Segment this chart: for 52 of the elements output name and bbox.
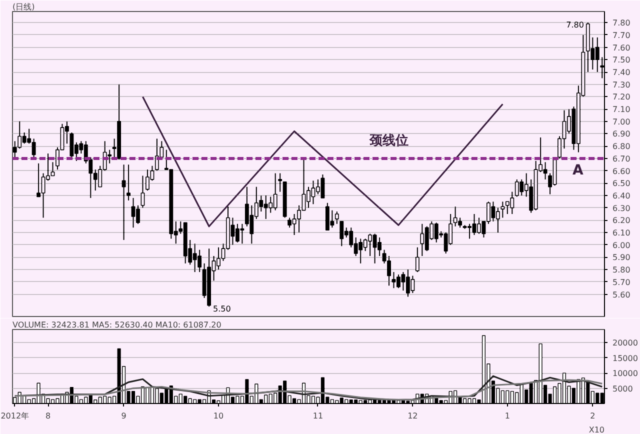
y-tick-label: 7.10 xyxy=(612,105,630,114)
y-tick-label: 7.40 xyxy=(612,68,630,78)
candlestick xyxy=(500,201,505,218)
y-tick-label: 7.50 xyxy=(612,56,630,65)
x-tick-label: 9 xyxy=(121,412,126,420)
y-tick-label: 7.00 xyxy=(612,117,630,126)
y-tick-label: 5.70 xyxy=(612,278,630,287)
annotation: 7.80 xyxy=(566,20,584,30)
y-tick-label: 6.40 xyxy=(612,191,630,200)
candlestick xyxy=(334,211,339,224)
annotation: A xyxy=(572,162,584,178)
candlestick xyxy=(126,164,130,201)
y-tick-label: 5.80 xyxy=(612,266,630,275)
x-tick-label: 8 xyxy=(45,412,51,420)
x-tick-label: 10 xyxy=(213,412,224,420)
chart-title: VOLUME: 32423.81 MA5: 52630.40 MA10: 61087.20 xyxy=(12,320,222,330)
y-tick-label: 7.70 xyxy=(612,30,630,40)
x-tick-label: 11 xyxy=(312,412,324,420)
y-tick-label: 15000 xyxy=(612,354,638,363)
candlestick xyxy=(415,246,420,273)
y-tick-label: 5.60 xyxy=(612,290,630,300)
x-tick-label: 12 xyxy=(408,412,418,420)
y-tick-label: 7.30 xyxy=(612,80,630,90)
y-tick-label: 7.20 xyxy=(612,92,630,102)
y-tick-label: 5.90 xyxy=(612,253,630,262)
annotation: 5.50 xyxy=(213,304,231,314)
y-tick-label: 10000 xyxy=(612,369,638,378)
y-tick-label: 6.80 xyxy=(612,142,630,152)
chart-title: (日线) xyxy=(12,2,35,12)
y-tick-label: 5000 xyxy=(612,384,633,394)
x-tick-label: 2012年 xyxy=(0,412,30,420)
y-tick-label: 6.20 xyxy=(612,216,630,226)
candlestick xyxy=(122,164,126,240)
line-series xyxy=(14,379,603,401)
y-tick-label: 6.00 xyxy=(612,240,630,250)
y-tick-label: 6.30 xyxy=(612,204,630,213)
ref-line-label: 颈线位 xyxy=(368,133,409,148)
y-tick-label: 6.10 xyxy=(612,228,630,238)
y-tick-label: 6.50 xyxy=(612,179,630,188)
text: X10 xyxy=(588,426,605,434)
line-series xyxy=(142,96,504,228)
x-tick-label: 2 xyxy=(590,412,596,420)
candlestick xyxy=(278,172,282,192)
y-tick-label: 6.90 xyxy=(612,130,630,139)
x-tick-label: 1 xyxy=(504,412,510,420)
y-tick-label: 6.70 xyxy=(612,154,630,164)
y-tick-label: 7.60 xyxy=(612,43,630,52)
candlestick xyxy=(140,175,145,208)
y-tick-label: 6.60 xyxy=(612,166,630,176)
y-tick-label: 20000 xyxy=(612,338,638,348)
y-tick-label: 7.80 xyxy=(612,18,630,28)
candlestick xyxy=(36,162,41,198)
